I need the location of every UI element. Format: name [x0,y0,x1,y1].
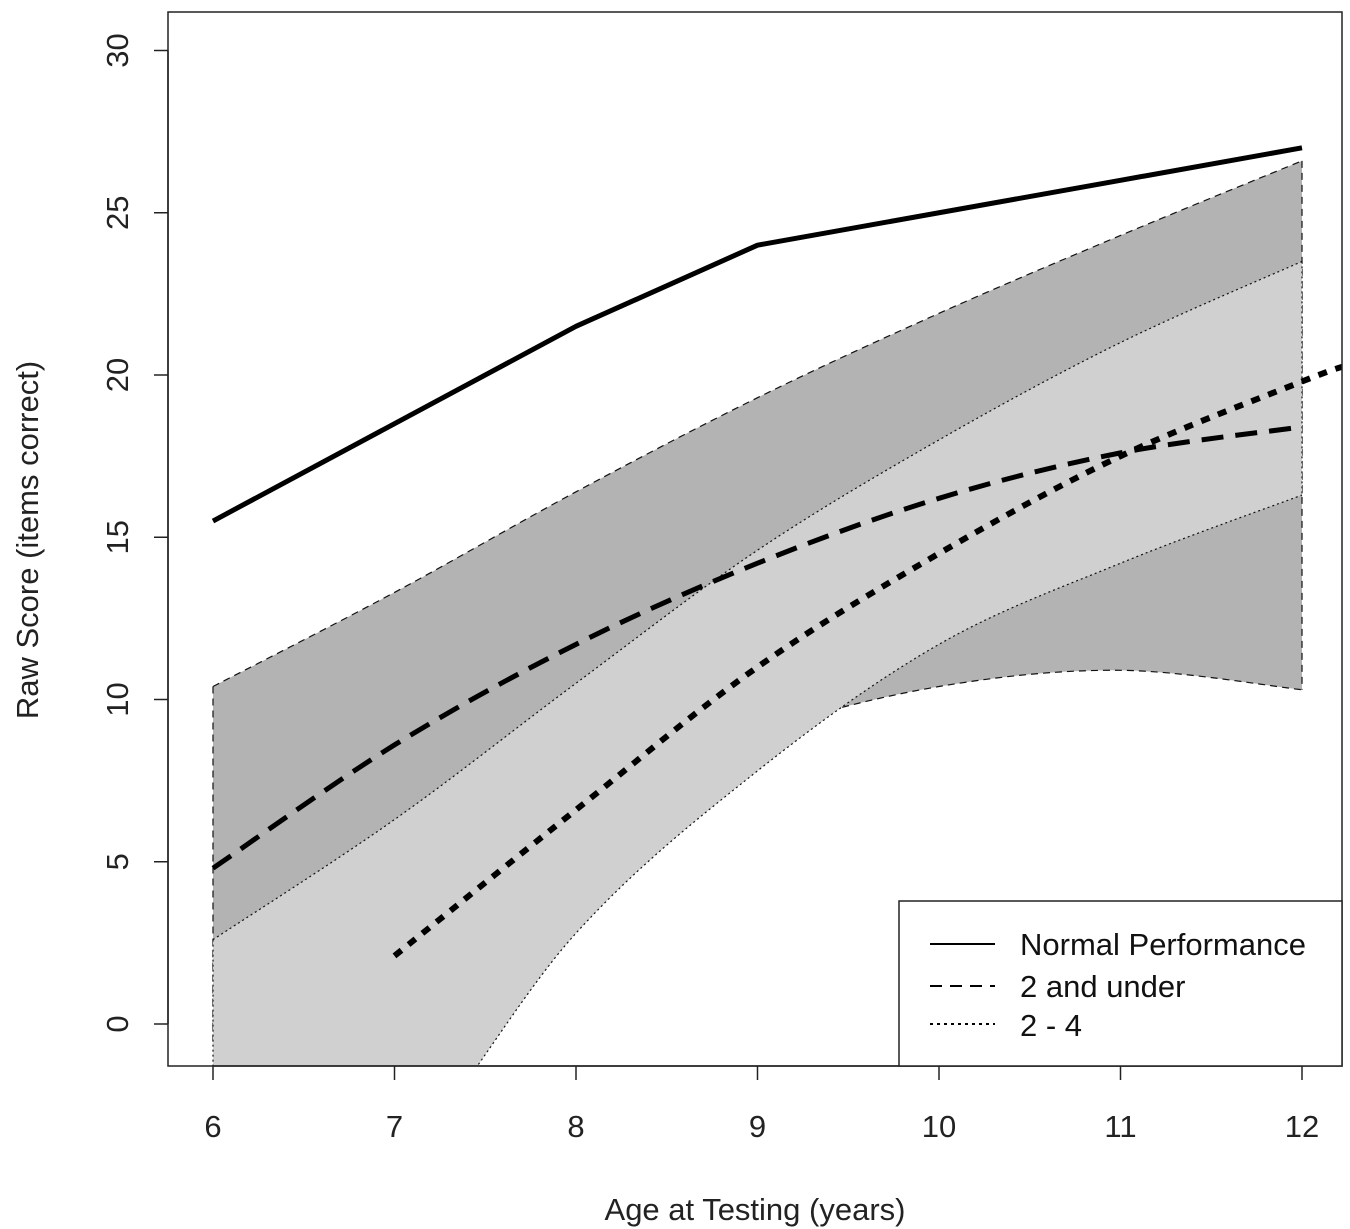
x-tick-label: 10 [922,1109,956,1144]
legend-label-2-4: 2 - 4 [1020,1008,1082,1043]
y-tick-label: 30 [100,33,135,67]
y-tick-label: 5 [100,853,135,870]
legend-box [898,900,1343,1067]
series-line-3 [392,363,1342,959]
x-tick-label: 8 [567,1109,584,1144]
confidence-bands [212,160,1303,1066]
x-tick-label: 7 [386,1109,403,1144]
y-axis-title: Raw Score (items correct) [10,361,45,719]
y-axis: 0 5 10 15 20 25 30 [100,33,169,1033]
legend-label-normal-performance: Normal Performance [1020,927,1306,962]
x-axis: 6 7 8 9 10 11 12 [204,1065,1319,1144]
band-lower-edge-2 [476,494,1303,1066]
x-axis-title: Age at Testing (years) [605,1192,906,1227]
band-fill-2 [213,261,1302,1066]
y-tick-label: 10 [100,682,135,716]
y-tick-label: 25 [100,196,135,230]
x-tick-label: 6 [204,1109,221,1144]
x-tick-label: 9 [749,1109,766,1144]
y-tick-label: 0 [100,1015,135,1032]
y-tick-label: 20 [100,358,135,392]
legend-label-2-and-under: 2 and under [1020,969,1185,1004]
series-lines [211,145,1342,959]
x-tick-label: 12 [1285,1109,1319,1144]
band-upper-edge-1 [212,160,1303,688]
series-line-1 [211,145,1303,524]
y-tick-label: 15 [100,520,135,554]
legend: Normal Performance 2 and under 2 - 4 [898,900,1343,1067]
x-tick-label: 11 [1104,1109,1136,1144]
